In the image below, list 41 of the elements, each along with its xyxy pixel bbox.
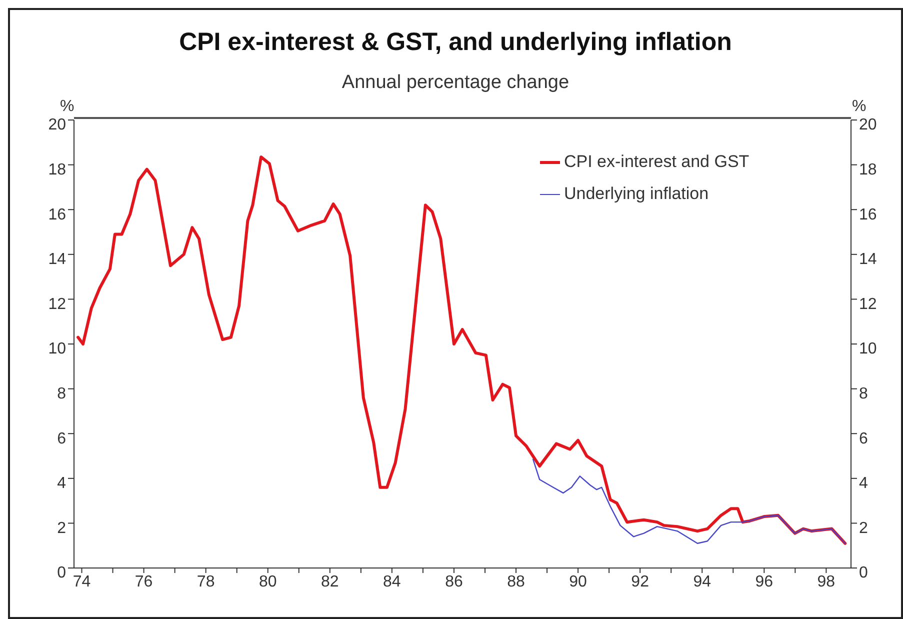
x-tick-label: 86	[445, 573, 463, 590]
x-tick-label: 80	[258, 573, 277, 590]
y-tick-label: 20	[48, 116, 66, 134]
y-tick-label: 6	[57, 430, 66, 448]
x-tick-label: 88	[507, 573, 526, 590]
x-tick-label: 84	[383, 573, 401, 590]
y-tick-label: 8	[57, 385, 66, 402]
chart-title: CPI ex-interest & GST, and underlying inflation	[178, 28, 733, 57]
y-tick-label: 14	[48, 251, 66, 268]
y2-tick-label: 16	[859, 206, 877, 224]
x-tick-label: 92	[631, 573, 650, 590]
y2-tick-label: 8	[859, 385, 868, 402]
x-tick-label: 82	[321, 573, 339, 590]
y-tick-label: 16	[48, 206, 66, 224]
y-tick-label: 18	[48, 161, 66, 178]
y-tick-label: 4	[57, 475, 66, 492]
y2-tick-label: 20	[859, 116, 877, 134]
y2-tick-label: 6	[859, 430, 868, 448]
x-tick-label: 96	[755, 573, 774, 590]
chart-subtitle: Annual percentage change	[340, 72, 570, 94]
y2-axis-title: %	[852, 98, 866, 116]
x-tick-label: 98	[817, 573, 836, 590]
x-tick-label: 78	[196, 573, 215, 590]
y2-tick-label: 0	[859, 564, 868, 582]
y2-tick-label: 2	[859, 520, 868, 537]
y2-tick-label: 10	[859, 340, 877, 358]
x-tick-label: 90	[569, 573, 588, 590]
legend-label: CPI ex-interest and GST	[564, 152, 750, 172]
x-tick-label: 76	[134, 573, 153, 590]
y2-tick-label: 4	[859, 475, 868, 492]
y-tick-label: 2	[57, 520, 66, 537]
x-tick-label: 74	[72, 573, 91, 590]
y2-tick-label: 18	[859, 161, 877, 178]
y-tick-label: 10	[48, 340, 66, 358]
y-tick-label: 12	[48, 296, 66, 313]
y-axis-title: %	[60, 98, 74, 116]
y-tick-label: 0	[57, 564, 66, 582]
y2-tick-label: 14	[859, 251, 877, 268]
legend-label: Underlying inflation	[564, 184, 709, 204]
x-tick-label: 94	[693, 573, 712, 590]
y2-tick-label: 12	[859, 296, 877, 313]
